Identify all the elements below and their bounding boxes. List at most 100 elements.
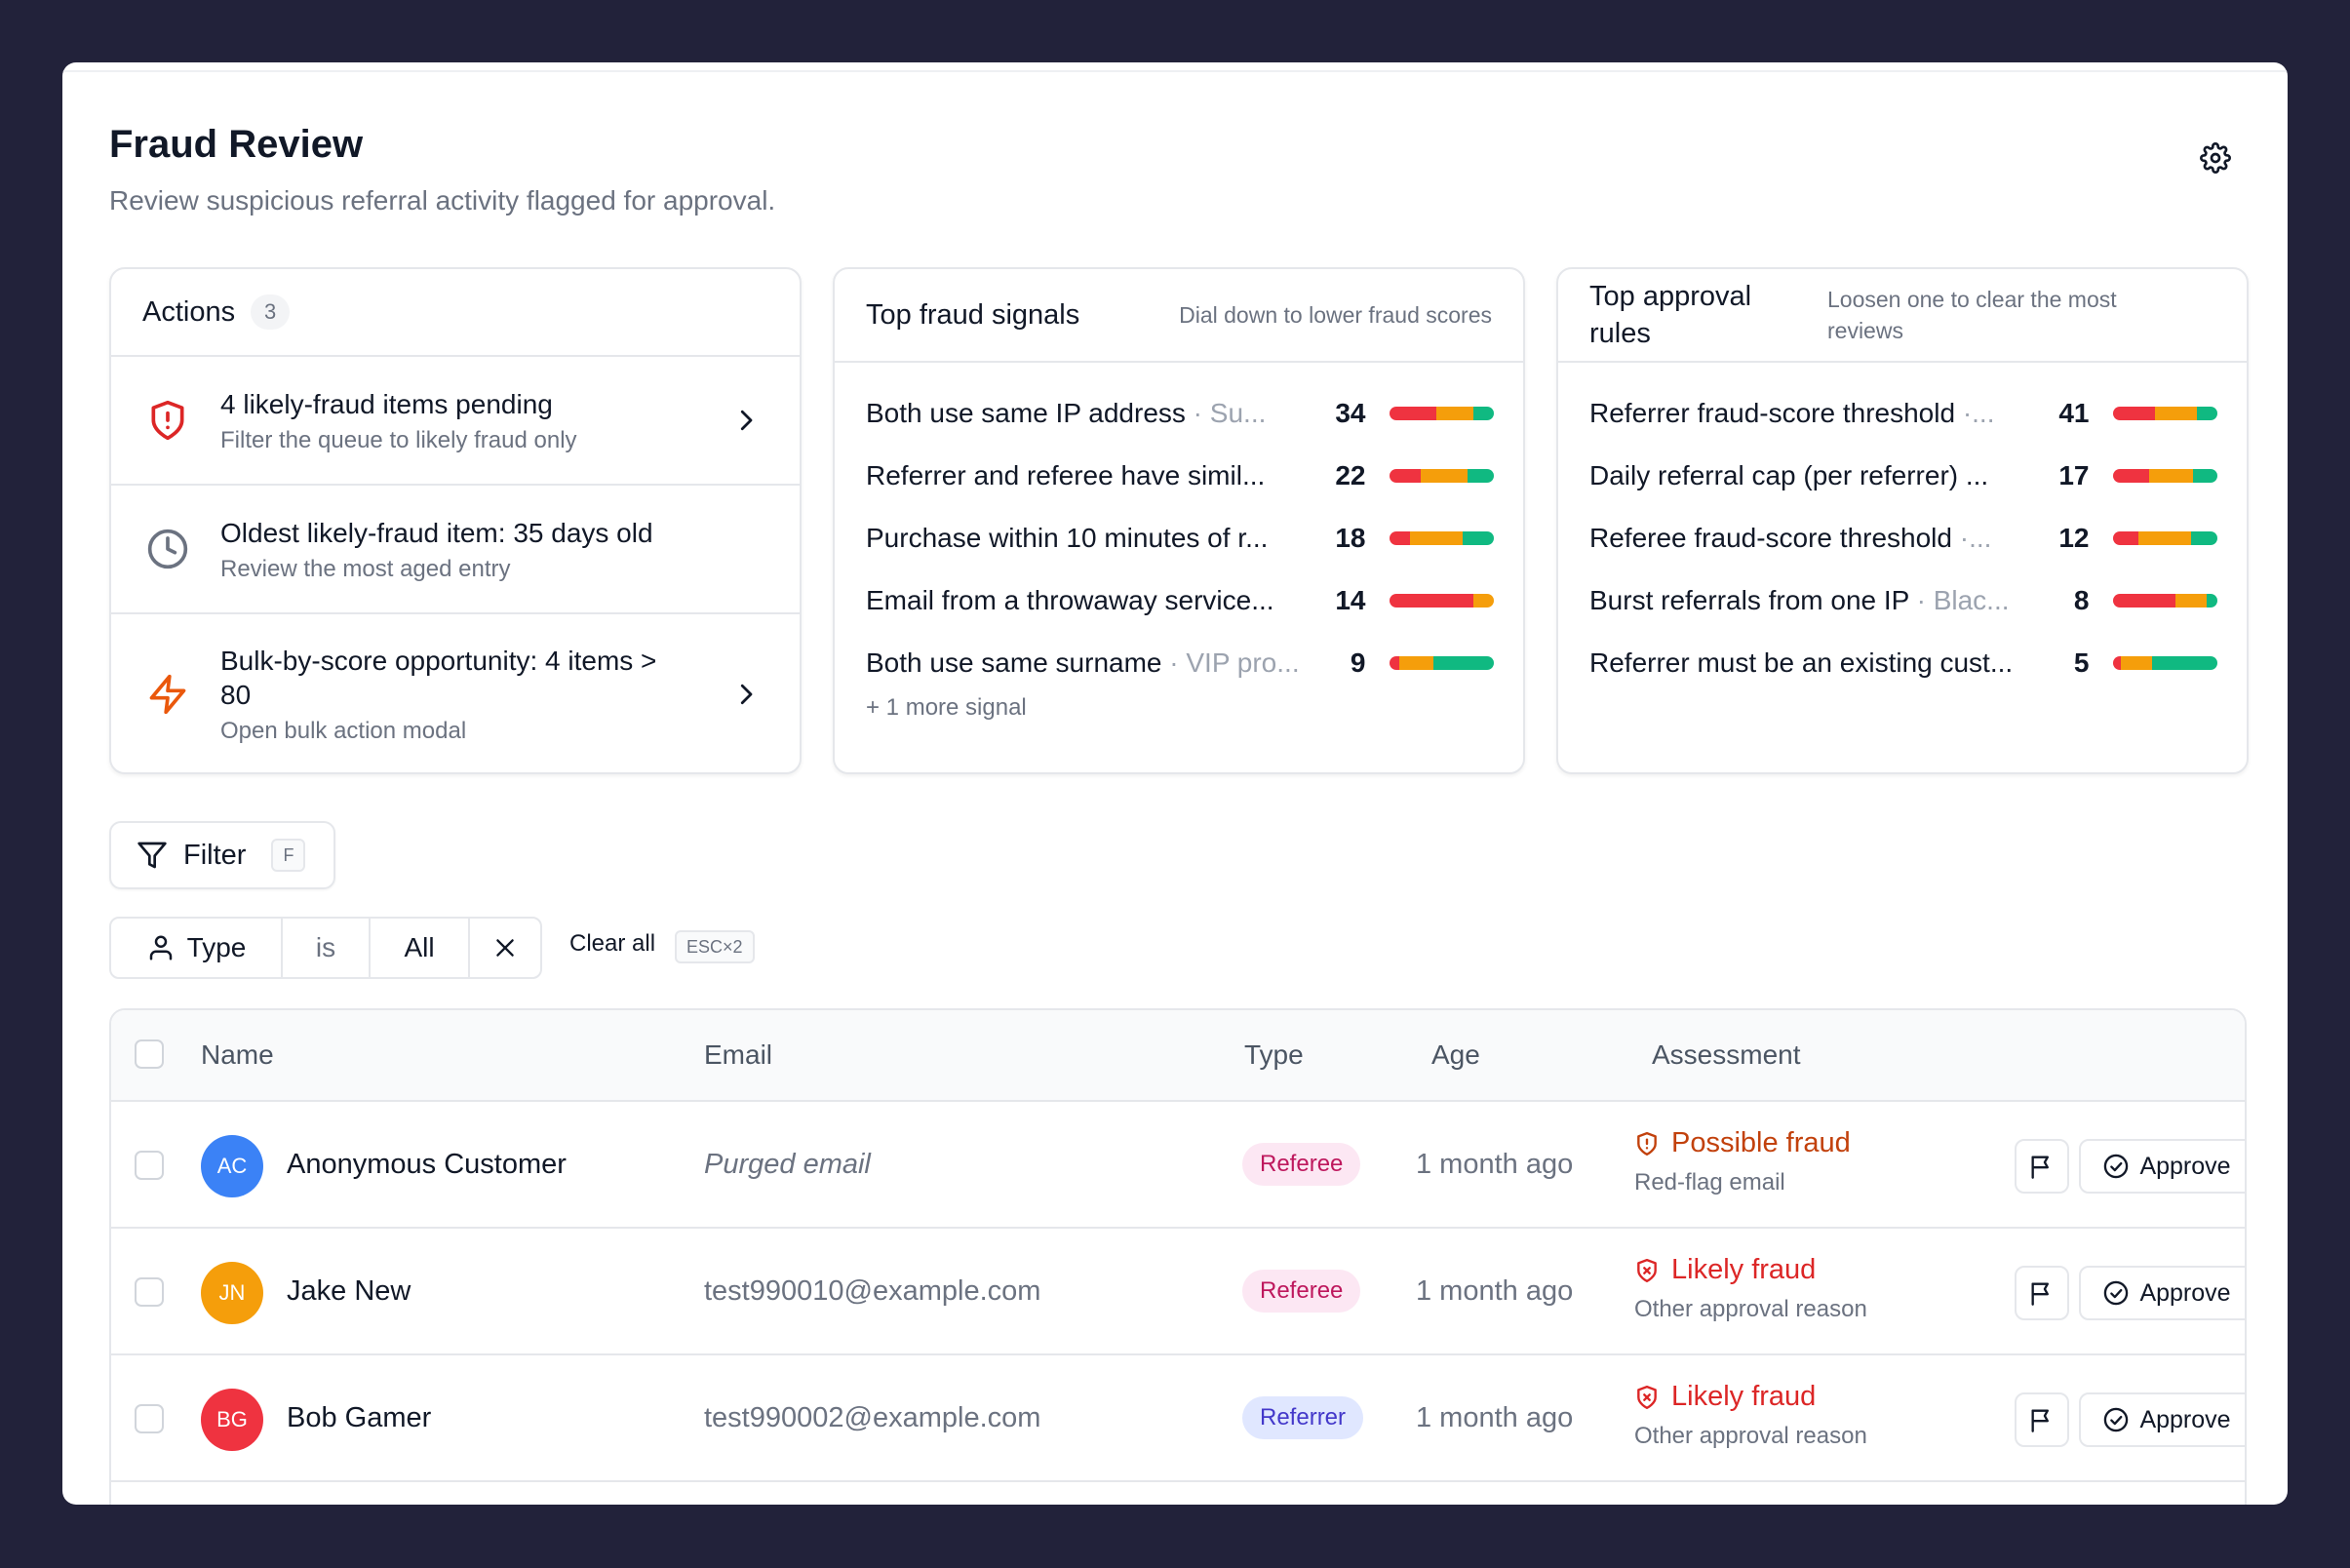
- approve-button[interactable]: Approve: [2079, 1139, 2245, 1194]
- type-badge: Referrer: [1242, 1396, 1364, 1439]
- age-value: 1 month ago: [1416, 1275, 1574, 1307]
- shield-alert-icon: [1637, 1131, 1657, 1156]
- fraud-signals-title: Top fraud signals: [866, 298, 1080, 331]
- flag-button[interactable]: [2015, 1392, 2069, 1447]
- flag-icon: [2031, 1409, 2049, 1432]
- column-header-age[interactable]: Age: [1431, 1039, 1480, 1070]
- fraud-signal-count: 18: [1335, 523, 1366, 553]
- page-title: Fraud Review: [109, 123, 364, 166]
- high-score-segment: [1389, 531, 1410, 545]
- action-title: 4 likely-fraud items pending: [220, 388, 553, 419]
- flag-icon: [2031, 1156, 2049, 1179]
- user-icon: [149, 935, 172, 960]
- approval-rule-row[interactable]: Referrer must be an existing cust... 5: [1589, 644, 2217, 683]
- check-circle-icon: [2104, 1280, 2129, 1306]
- medium-score-segment: [2138, 531, 2192, 545]
- high-score-segment: [2112, 594, 2175, 608]
- filter-operator[interactable]: is: [283, 919, 371, 977]
- approval-rule-row[interactable]: Daily referral cap (per referrer) ... 17: [1589, 456, 2217, 495]
- assessment-label: Possible fraud: [1671, 1127, 1851, 1158]
- approval-rule-count: 8: [2073, 585, 2090, 615]
- customer-name[interactable]: Anonymous Customer: [287, 1149, 567, 1180]
- shield-x-icon: [1637, 1385, 1657, 1409]
- clear-all-button[interactable]: Clear all: [569, 930, 656, 957]
- filter-label: Filter: [183, 839, 247, 871]
- chevron-right-icon: [740, 410, 753, 431]
- approval-rule-score-bar: [2112, 594, 2217, 608]
- window-top-divider: [62, 70, 2288, 72]
- high-score-segment: [2112, 531, 2139, 545]
- table-row[interactable]: JN Jake New test990010@example.com Refer…: [111, 1229, 2245, 1355]
- shield-x-icon: [1637, 1258, 1657, 1282]
- filter-field-type[interactable]: Type: [111, 919, 283, 977]
- column-header-email[interactable]: Email: [704, 1039, 773, 1070]
- approval-rule-count: 17: [2058, 460, 2090, 490]
- approval-rule-score-bar: [2112, 656, 2218, 670]
- row-checkbox[interactable]: [135, 1404, 164, 1433]
- row-checkbox[interactable]: [135, 1151, 164, 1180]
- fraud-signal-count: 34: [1335, 398, 1366, 428]
- high-score-segment: [2112, 469, 2150, 483]
- column-header-type[interactable]: Type: [1244, 1039, 1304, 1070]
- action-likely-fraud-pending[interactable]: 4 likely-fraud items pending Filter the …: [111, 357, 800, 486]
- table-row[interactable]: AC Anonymous Customer Purged email Refer…: [111, 1102, 2245, 1229]
- actions-card-header: Actions 3: [111, 269, 800, 357]
- assessment-label: Likely fraud: [1671, 1254, 1817, 1285]
- approve-button[interactable]: Approve: [2079, 1266, 2245, 1320]
- remove-filter-button[interactable]: [470, 919, 540, 977]
- fraud-signal-row[interactable]: Referrer and referee have simil... 22: [866, 456, 1494, 495]
- lightning-icon: [149, 674, 186, 715]
- action-subtitle: Open bulk action modal: [220, 718, 467, 744]
- approve-label: Approve: [2139, 1405, 2231, 1433]
- fraud-signal-count: 9: [1350, 647, 1366, 678]
- medium-score-segment: [1435, 407, 1473, 420]
- column-header-assessment[interactable]: Assessment: [1652, 1039, 1801, 1070]
- assessment-label: Likely fraud: [1671, 1381, 1817, 1412]
- approval-rule-row[interactable]: Referrer fraud-score threshold ·... 41: [1589, 394, 2217, 433]
- action-title: Oldest likely-fraud item: 35 days old: [220, 517, 653, 548]
- filter-field-label: Type: [186, 932, 247, 962]
- filter-button[interactable]: Filter F: [109, 821, 335, 889]
- approval-rule-count: 41: [2058, 398, 2090, 428]
- fraud-signal-score-bar: [1389, 531, 1494, 545]
- customer-name[interactable]: Jake New: [287, 1275, 411, 1307]
- medium-score-segment: [1410, 531, 1463, 545]
- approve-button[interactable]: Approve: [2079, 1392, 2245, 1447]
- fraud-signal-row[interactable]: Purchase within 10 minutes of r... 18: [866, 519, 1494, 558]
- avatar: AC: [201, 1135, 263, 1197]
- low-score-segment: [1462, 531, 1494, 545]
- column-header-name[interactable]: Name: [201, 1039, 274, 1070]
- flag-button[interactable]: [2015, 1139, 2069, 1194]
- gear-icon: [2200, 142, 2231, 174]
- select-all-checkbox[interactable]: [135, 1039, 164, 1069]
- fraud-signal-count: 22: [1335, 460, 1366, 490]
- avatar: JN: [201, 1262, 263, 1324]
- approval-rules-header: Top approval rules Loosen one to clear t…: [1558, 269, 2247, 363]
- action-oldest-item[interactable]: Oldest likely-fraud item: 35 days old Re…: [111, 486, 800, 614]
- row-checkbox[interactable]: [135, 1277, 164, 1307]
- flag-button[interactable]: [2015, 1266, 2069, 1320]
- fraud-signal-row[interactable]: Email from a throwaway service... 14: [866, 581, 1494, 620]
- settings-button[interactable]: [2194, 137, 2237, 179]
- medium-score-segment: [2149, 469, 2194, 483]
- customer-name[interactable]: Bob Gamer: [287, 1402, 432, 1433]
- actions-card-title: Actions: [142, 295, 236, 328]
- table-row[interactable]: BG Bob Gamer test990002@example.com Refe…: [111, 1355, 2245, 1482]
- action-bulk-by-score[interactable]: Bulk-by-score opportunity: 4 items > 80 …: [111, 614, 800, 772]
- filter-shortcut: F: [271, 839, 306, 872]
- approval-rule-row[interactable]: Referee fraud-score threshold ·... 12: [1589, 519, 2217, 558]
- approval-rule-score-bar: [2112, 531, 2217, 545]
- table-header: Name Email Type Age Assessment: [111, 1010, 2245, 1102]
- fraud-signal-row[interactable]: Both use same surname · VIP pro... 9: [866, 644, 1494, 683]
- fraud-signal-score-bar: [1389, 407, 1494, 420]
- clock-icon: [147, 529, 188, 569]
- more-signals-link[interactable]: + 1 more signal: [866, 694, 1027, 721]
- assessment-reason: Other approval reason: [1634, 1296, 1867, 1322]
- actions-count-badge: 3: [251, 294, 291, 330]
- type-filter-chip: Type is All: [109, 917, 542, 979]
- low-score-segment: [2207, 594, 2217, 608]
- approval-rule-row[interactable]: Burst referrals from one IP · Blac... 8: [1589, 581, 2217, 620]
- filter-value[interactable]: All: [371, 919, 470, 977]
- fraud-signal-row[interactable]: Both use same IP address · Su... 34: [866, 394, 1494, 433]
- fraud-signal-score-bar: [1389, 469, 1494, 483]
